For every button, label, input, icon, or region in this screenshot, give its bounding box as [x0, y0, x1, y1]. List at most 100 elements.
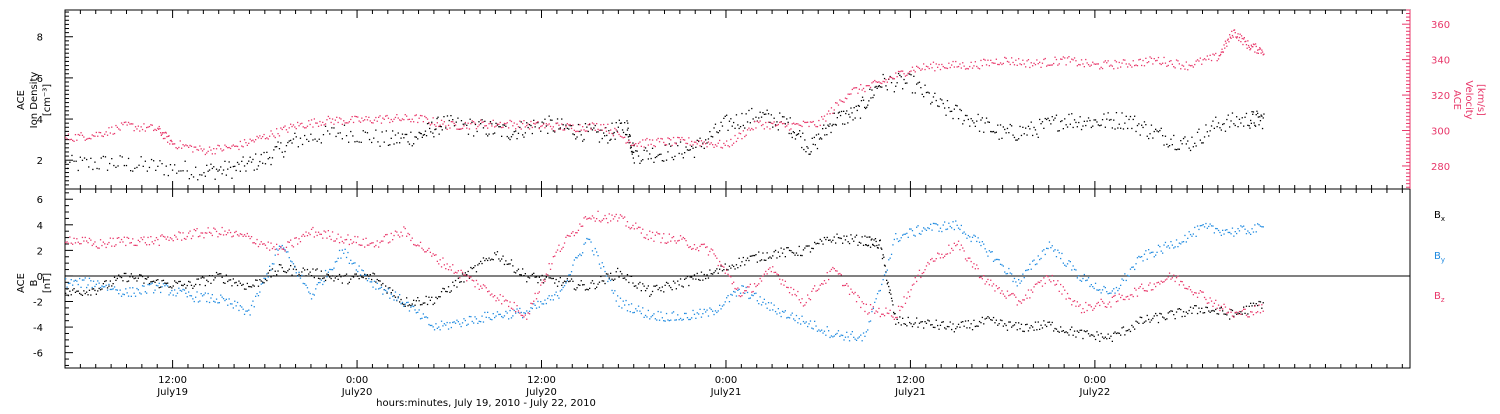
series-velocity-point: [243, 139, 246, 141]
series-bz-point: [84, 236, 86, 239]
series-velocity-point: [674, 142, 676, 144]
series-bz-point: [746, 286, 749, 288]
series-velocity-point: [994, 62, 996, 64]
series-by-point: [172, 294, 174, 296]
series-bz-point: [76, 238, 78, 240]
series-bx-point: [294, 265, 296, 268]
series-bz-point: [1051, 274, 1053, 277]
series-velocity-point: [739, 133, 742, 135]
series-bx-point: [1026, 323, 1028, 325]
series-by-point: [561, 289, 563, 291]
series-bx-point: [109, 280, 111, 282]
series-velocity-point: [1215, 52, 1217, 55]
series-by-point: [657, 310, 659, 313]
series-by-point: [540, 301, 542, 303]
series-bx-point: [463, 281, 465, 283]
series-density-point: [685, 146, 687, 148]
series-by-point: [767, 302, 770, 304]
series-density-point: [1104, 126, 1106, 128]
series-density-point: [1022, 126, 1024, 128]
series-bz-point: [66, 241, 68, 243]
series-by-point: [1182, 241, 1185, 243]
series-bx-point: [738, 257, 740, 259]
series-bz-point: [192, 235, 194, 237]
series-velocity-point: [171, 140, 173, 143]
series-velocity-point: [857, 92, 859, 94]
series-bx-point: [867, 245, 869, 247]
series-density-point: [853, 107, 855, 109]
series-by-point: [693, 313, 696, 315]
series-bz-point: [211, 234, 213, 237]
series-bz-point: [385, 234, 387, 236]
series-bz-point: [250, 236, 253, 238]
series-bz-point: [906, 297, 908, 299]
series-by-point: [822, 332, 824, 334]
series-density-point: [195, 166, 197, 168]
series-density-point: [1189, 149, 1192, 152]
series-by-point: [72, 284, 74, 286]
series-by-point: [1039, 258, 1041, 261]
series-bx-point: [1041, 327, 1044, 329]
series-by-point: [843, 339, 845, 341]
series-bx-point: [418, 300, 420, 302]
series-bx-point: [181, 284, 183, 286]
series-by-point: [396, 299, 398, 301]
series-by-point: [587, 238, 589, 240]
series-bz-point: [304, 235, 306, 237]
series-density-point: [540, 130, 542, 132]
series-velocity-point: [628, 140, 630, 142]
series-bz-point: [1089, 304, 1091, 306]
series-bz-point: [755, 285, 757, 288]
series-velocity-point: [428, 121, 430, 124]
series-density-point: [897, 72, 900, 75]
series-bx-point: [866, 236, 868, 238]
series-by-point: [962, 232, 964, 234]
series-velocity-point: [777, 123, 779, 126]
series-bx-point: [569, 280, 571, 282]
series-bz-point: [970, 260, 972, 263]
series-bx-point: [126, 280, 128, 283]
series-bz-point: [763, 273, 765, 275]
series-bz-point: [1188, 286, 1190, 288]
series-by-point: [338, 249, 341, 252]
series-velocity-point: [1128, 63, 1130, 65]
series-velocity-point: [540, 125, 542, 128]
series-by-point: [573, 259, 575, 261]
series-by-point: [231, 303, 233, 305]
series-bz-point: [566, 234, 568, 237]
series-bz-point: [235, 230, 237, 233]
series-velocity-point: [1263, 53, 1265, 55]
series-bz-point: [1216, 307, 1218, 309]
series-velocity-point: [148, 125, 151, 128]
series-bx-point: [706, 274, 708, 276]
series-density-point: [1261, 127, 1264, 130]
series-density-point: [692, 147, 694, 149]
series-velocity-point: [99, 132, 102, 134]
series-by-point: [738, 288, 740, 290]
series-bz-point: [818, 288, 820, 290]
series-bx-point: [938, 328, 940, 330]
series-bz-point: [1180, 280, 1182, 283]
series-bx-point: [611, 278, 613, 280]
series-density-point: [533, 119, 535, 121]
series-velocity-point: [406, 115, 408, 117]
series-velocity-point: [737, 137, 739, 139]
series-bz-point: [745, 290, 747, 292]
series-velocity-point: [1025, 66, 1027, 68]
series-by-point: [916, 226, 918, 228]
series-by-point: [684, 312, 686, 315]
series-density-point: [997, 124, 999, 126]
series-density-point: [801, 146, 803, 149]
series-density-point: [437, 116, 439, 118]
series-by-point: [327, 271, 329, 273]
series-bx-point: [456, 286, 458, 288]
series-bx-point: [83, 290, 85, 292]
series-bx-point: [72, 289, 74, 291]
series-by-point: [534, 304, 536, 306]
series-by-point: [1226, 229, 1228, 231]
series-by-point: [326, 276, 328, 278]
series-by-point: [610, 279, 612, 282]
series-velocity-point: [882, 80, 884, 83]
series-bz-point: [144, 242, 146, 244]
series-bz-point: [1229, 308, 1231, 310]
